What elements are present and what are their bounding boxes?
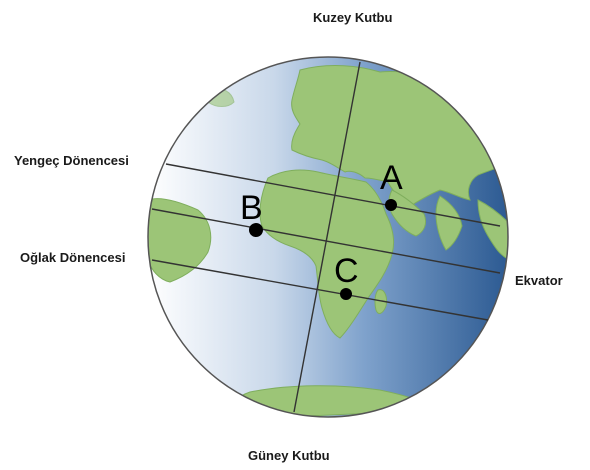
- north-pole-label: Kuzey Kutbu: [313, 10, 393, 25]
- point-a-label: A: [380, 159, 403, 197]
- point-c-label: C: [334, 252, 359, 290]
- tropic-cancer-line: [165, 163, 501, 227]
- equator-upper-line: [151, 208, 501, 274]
- tropic-capricorn-line: [151, 259, 489, 321]
- point-a-marker: [385, 199, 397, 211]
- tropic-capricorn-label: Oğlak Dönencesi: [20, 250, 125, 265]
- point-b-label: B: [240, 189, 263, 227]
- south-pole-label: Güney Kutbu: [248, 448, 330, 463]
- globe-outline: [147, 56, 509, 418]
- earth-axis-line: [293, 61, 361, 413]
- point-b-marker: [249, 223, 263, 237]
- tropic-cancer-label: Yengeç Dönencesi: [14, 153, 129, 168]
- equator-label: Ekvator: [515, 273, 563, 288]
- point-c-marker: [340, 288, 352, 300]
